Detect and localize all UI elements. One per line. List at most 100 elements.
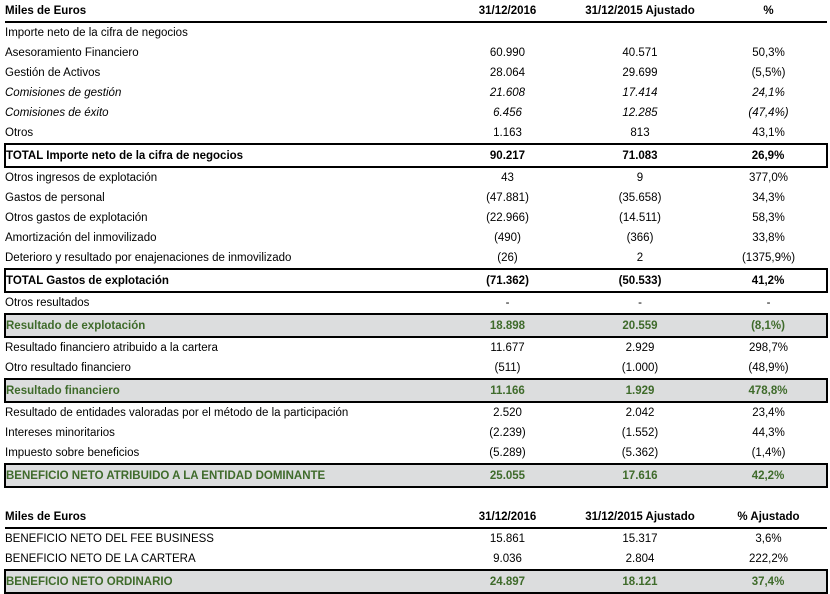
row-label: Comisiones de éxito [5, 107, 109, 119]
row-label: Asesoramiento Financiero [5, 47, 139, 59]
table-row: Amortización del inmovilizado (490) (366) 3… [5, 228, 827, 248]
row-value-2: (14.511) [619, 212, 661, 224]
row-value-1: (511) [494, 362, 521, 374]
row-value-2: (50.533) [570, 268, 710, 293]
row-value-2: 813 [630, 127, 650, 139]
row-value-2: 29.699 [622, 67, 658, 79]
row-value-2 [570, 22, 710, 43]
row-value-1: (2.239) [489, 427, 526, 439]
row-value-2: 2.042 [625, 407, 655, 419]
row-label: Otro resultado financiero [5, 362, 131, 374]
main-table-header-row: Miles de Euros 31/12/2016 31/12/2015 Aju… [5, 0, 827, 23]
row-value-3: 34,3% [752, 192, 785, 204]
row-value-1: (22.966) [486, 212, 529, 224]
row-label: Gastos de personal [5, 192, 105, 204]
row-value-1: - [505, 297, 510, 309]
row-value-2: 2 [636, 252, 644, 264]
row-label: TOTAL Importe neto de la cifra de negoci… [4, 143, 445, 168]
financial-statement-sheet: Miles de Euros 31/12/2016 31/12/2015 Aju… [4, 0, 828, 594]
row-label: Resultado financiero [4, 378, 445, 403]
row-value-1: (47.881) [486, 192, 529, 204]
summary-header-col-prior-period: 31/12/2015 Ajustado [570, 506, 710, 529]
row-label: BENEFICIO NETO DE LA CARTERA [5, 553, 196, 565]
row-label: Otros resultados [5, 297, 90, 309]
row-label: Comisiones de gestión [5, 87, 122, 99]
main-table-body: Miles de Euros 31/12/2016 31/12/2015 Aju… [4, 0, 828, 488]
row-label: BENEFICIO NETO DEL FEE BUSINESS [5, 533, 214, 545]
row-label: TOTAL Gastos de explotación [4, 268, 445, 293]
row-value-2: 2.804 [625, 553, 655, 565]
row-value-3: 478,8% [710, 378, 828, 403]
row-value-3: 24,1% [752, 87, 785, 99]
row-value-3: 298,7% [748, 342, 788, 354]
row-value-1: 11.677 [490, 342, 525, 354]
row-value-1: (26) [497, 252, 518, 264]
summary-header-col-current-period: 31/12/2016 [445, 506, 570, 529]
table-row: Resultado de entidades valoradas por el … [5, 402, 827, 423]
row-value-1: 60.990 [489, 47, 526, 59]
row-value-1: 43 [501, 172, 514, 184]
table-row: Impuesto sobre beneficios (5.289) (5.362) (… [5, 443, 827, 464]
row-value-2: 9 [636, 172, 644, 184]
row-value-1: 11.166 [445, 378, 570, 403]
row-value-3: (47,4%) [748, 107, 789, 119]
row-value-1: 9.036 [493, 553, 522, 565]
table-row: Intereses minoritarios (2.239) (1.552) 44,3… [5, 423, 827, 443]
row-value-1: (71.362) [445, 268, 570, 293]
table-row: TOTAL Gastos de explotación (71.362) (50.5… [4, 268, 828, 293]
row-value-3: 222,2% [748, 553, 788, 565]
summary-header-col-variation-pct: % Ajustado [710, 506, 827, 529]
row-label: Gestión de Activos [5, 67, 101, 79]
row-label: Amortización del inmovilizado [5, 232, 157, 244]
table-row: Otros gastos de explotación (22.966) (14.5… [5, 208, 827, 228]
row-value-2: 2.929 [625, 342, 655, 354]
row-value-2: (366) [626, 232, 654, 244]
row-value-3: (5,5%) [751, 67, 786, 79]
row-value-2: (1.000) [621, 362, 659, 374]
table-row: BENEFICIO NETO DE LA CARTERA 9.036 2.804 22… [5, 549, 827, 570]
row-value-2: 12.285 [622, 107, 658, 119]
row-label: Otros [5, 127, 34, 139]
table-row: Gestión de Activos 28.064 29.699 (5,5%) [5, 63, 827, 83]
table-row: Comisiones de gestión 21.608 17.414 24,1% [5, 83, 827, 103]
row-value-2: 17.414 [622, 87, 658, 99]
row-value-1: (5.289) [489, 447, 526, 459]
row-value-2: 15.317 [622, 533, 658, 545]
row-value-2: 1.929 [570, 378, 710, 403]
table-row: BENEFICIO NETO DEL FEE BUSINESS 15.861 15.… [5, 528, 827, 549]
table-row: Comisiones de éxito 6.456 12.285 (47,4%) [5, 103, 827, 123]
table-row: Resultado financiero 11.166 1.929 478,8% [4, 378, 828, 403]
row-label: Impuesto sobre beneficios [5, 447, 140, 459]
table-row: Deterioro y resultado por enajenaciones … [5, 248, 827, 269]
row-label: Resultado financiero atribuido a la cart… [5, 342, 218, 354]
table-row: Otros resultados - - - [5, 292, 827, 314]
row-value-3: (8,1%) [710, 313, 828, 338]
row-value-1: 28.064 [489, 67, 526, 79]
summary-results-table: Miles de Euros 31/12/2016 31/12/2015 Aju… [4, 506, 828, 594]
row-value-1: 24.897 [445, 569, 570, 594]
row-value-1: 6.456 [493, 107, 522, 119]
table-row: Resultado de explotación 18.898 20.559 (8,1… [4, 313, 828, 338]
table-row: BENEFICIO NETO ORDINARIO 24.897 18.121 37,4… [4, 569, 828, 594]
row-value-3: 41,2% [710, 268, 828, 293]
row-label: Importe neto de la cifra de negocios [5, 27, 188, 39]
header-col-prior-period: 31/12/2015 Ajustado [570, 0, 710, 23]
header-label-units: Miles de Euros [5, 0, 445, 23]
row-value-3: - [766, 297, 771, 309]
row-value-1: 1.163 [493, 127, 522, 139]
row-label: Deterioro y resultado por enajenaciones … [5, 252, 292, 264]
row-label: Intereses minoritarios [5, 427, 115, 439]
row-value-3: (1375,9%) [741, 252, 796, 264]
row-label: BENEFICIO NETO ORDINARIO [4, 569, 445, 594]
row-label: Resultado de explotación [4, 313, 445, 338]
row-value-3: 44,3% [752, 427, 785, 439]
row-value-3: 26,9% [710, 143, 828, 168]
row-value-1: 25.055 [445, 463, 570, 488]
row-value-3: 377,0% [748, 172, 788, 184]
row-value-1: 21.608 [489, 87, 526, 99]
row-value-3: 58,3% [752, 212, 785, 224]
row-value-1: 15.861 [489, 533, 526, 545]
table-row: Otros 1.163 813 43,1% [5, 123, 827, 144]
row-label: Otros ingresos de explotación [5, 172, 158, 184]
table-row: TOTAL Importe neto de la cifra de negoci… [4, 143, 828, 168]
